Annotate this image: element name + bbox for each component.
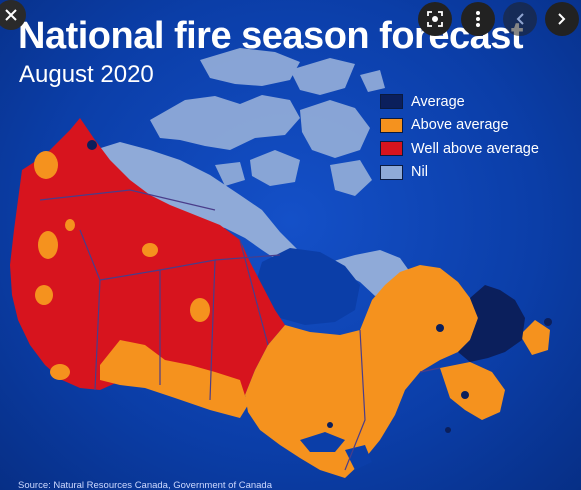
hudson-bay bbox=[256, 248, 360, 325]
orange-patches-west bbox=[34, 151, 248, 418]
provincial-borders bbox=[39, 189, 441, 471]
map-subtitle: August 2020 bbox=[19, 61, 154, 88]
legend-label: Nil bbox=[411, 164, 428, 181]
legend-item-above-average: Above average bbox=[380, 114, 539, 138]
legend-label: Above average bbox=[411, 117, 509, 134]
legend-swatch bbox=[380, 117, 403, 133]
region-nil-mainland bbox=[88, 142, 410, 296]
legend-item-average: Average bbox=[380, 90, 539, 114]
legend-swatch bbox=[380, 164, 403, 180]
close-icon bbox=[5, 9, 17, 21]
more-vertical-icon bbox=[476, 11, 480, 27]
lens-icon bbox=[427, 11, 443, 27]
map-legend: Average Above average Well above average… bbox=[380, 90, 539, 184]
legend-swatch bbox=[380, 94, 403, 110]
visual-search-button[interactable] bbox=[418, 2, 452, 36]
region-average bbox=[458, 285, 525, 362]
chevron-left-icon bbox=[516, 13, 524, 25]
great-lakes bbox=[300, 432, 372, 470]
next-button[interactable] bbox=[545, 2, 579, 36]
region-above-average bbox=[245, 265, 478, 478]
region-above-average-nl bbox=[520, 320, 550, 355]
lake-dots bbox=[87, 140, 552, 433]
close-button[interactable] bbox=[0, 0, 26, 30]
chevron-right-icon bbox=[558, 13, 566, 25]
legend-label: Well above average bbox=[411, 140, 539, 157]
more-options-button[interactable] bbox=[461, 2, 495, 36]
legend-item-well-above-average: Well above average bbox=[380, 137, 539, 161]
legend-swatch bbox=[380, 141, 403, 157]
region-well-above-average bbox=[10, 118, 285, 415]
arctic-islands bbox=[150, 48, 385, 196]
legend-label: Average bbox=[411, 93, 465, 110]
source-note: Source: Natural Resources Canada, Govern… bbox=[18, 480, 272, 490]
legend-item-nil: Nil bbox=[380, 161, 539, 185]
previous-button[interactable] bbox=[503, 2, 537, 36]
region-above-average-maritimes bbox=[440, 362, 505, 420]
